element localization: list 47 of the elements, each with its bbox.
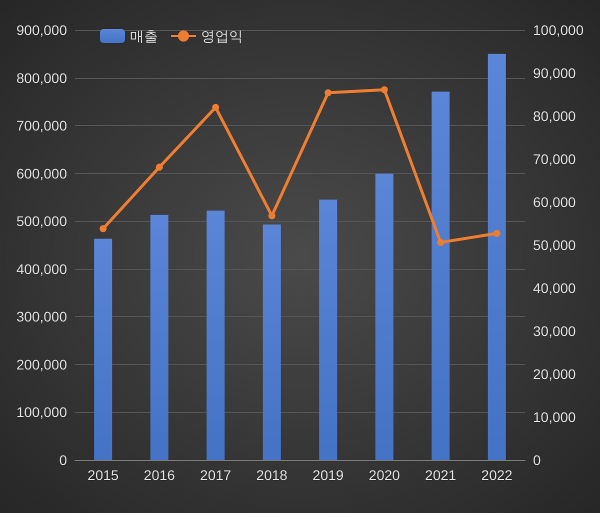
y2-tick-label: 30,000 <box>533 323 576 339</box>
point <box>380 86 388 94</box>
y2-tick-label: 40,000 <box>533 280 576 296</box>
y2-tick-label: 0 <box>533 452 541 468</box>
y-tick-label: 200,000 <box>16 356 68 372</box>
point <box>324 89 332 96</box>
bar <box>488 54 506 460</box>
y2-tick-label: 100,000 <box>533 22 584 38</box>
x-tick-label: 2017 <box>200 467 232 483</box>
y2-tick-label: 50,000 <box>533 237 576 253</box>
y-tick-label: 0 <box>59 452 68 468</box>
point <box>212 104 220 111</box>
bar <box>206 210 225 460</box>
point <box>100 225 107 232</box>
bar <box>150 214 168 460</box>
legend-label: 매출 <box>130 28 158 44</box>
y-tick-label: 800,000 <box>16 70 68 86</box>
y2-tick-label: 10,000 <box>533 409 576 425</box>
y-tick-label: 500,000 <box>16 213 68 230</box>
bar <box>262 224 281 460</box>
bar <box>432 92 450 460</box>
y-tick-label: 100,000 <box>16 404 68 420</box>
point <box>437 238 444 246</box>
x-tick-label: 2016 <box>144 467 176 483</box>
x-tick-label: 2022 <box>481 467 513 483</box>
legend-label: 영업익 <box>201 28 243 44</box>
x-tick-label: 2020 <box>368 467 400 483</box>
y-tick-label: 600,000 <box>16 165 68 182</box>
bar <box>94 238 112 460</box>
y2-tick-label: 60,000 <box>533 194 576 210</box>
y-tick-label: 900,000 <box>16 22 68 38</box>
point <box>493 230 500 237</box>
y2-tick-label: 20,000 <box>533 366 576 382</box>
y-tick-label: 400,000 <box>16 260 68 277</box>
bar <box>375 174 394 460</box>
y-tick-label: 700,000 <box>16 118 68 134</box>
y-tick-label: 300,000 <box>16 308 68 325</box>
x-tick-label: 2019 <box>312 467 344 483</box>
x-tick-label: 2021 <box>425 467 456 483</box>
x-tick-label: 2018 <box>256 467 288 483</box>
point <box>156 164 163 171</box>
y2-tick-label: 90,000 <box>533 65 576 81</box>
y2-tick-label: 80,000 <box>533 108 576 124</box>
point <box>268 212 276 220</box>
y2-tick-label: 70,000 <box>533 151 576 167</box>
x-tick-label: 2015 <box>88 467 119 483</box>
bar <box>319 200 338 460</box>
